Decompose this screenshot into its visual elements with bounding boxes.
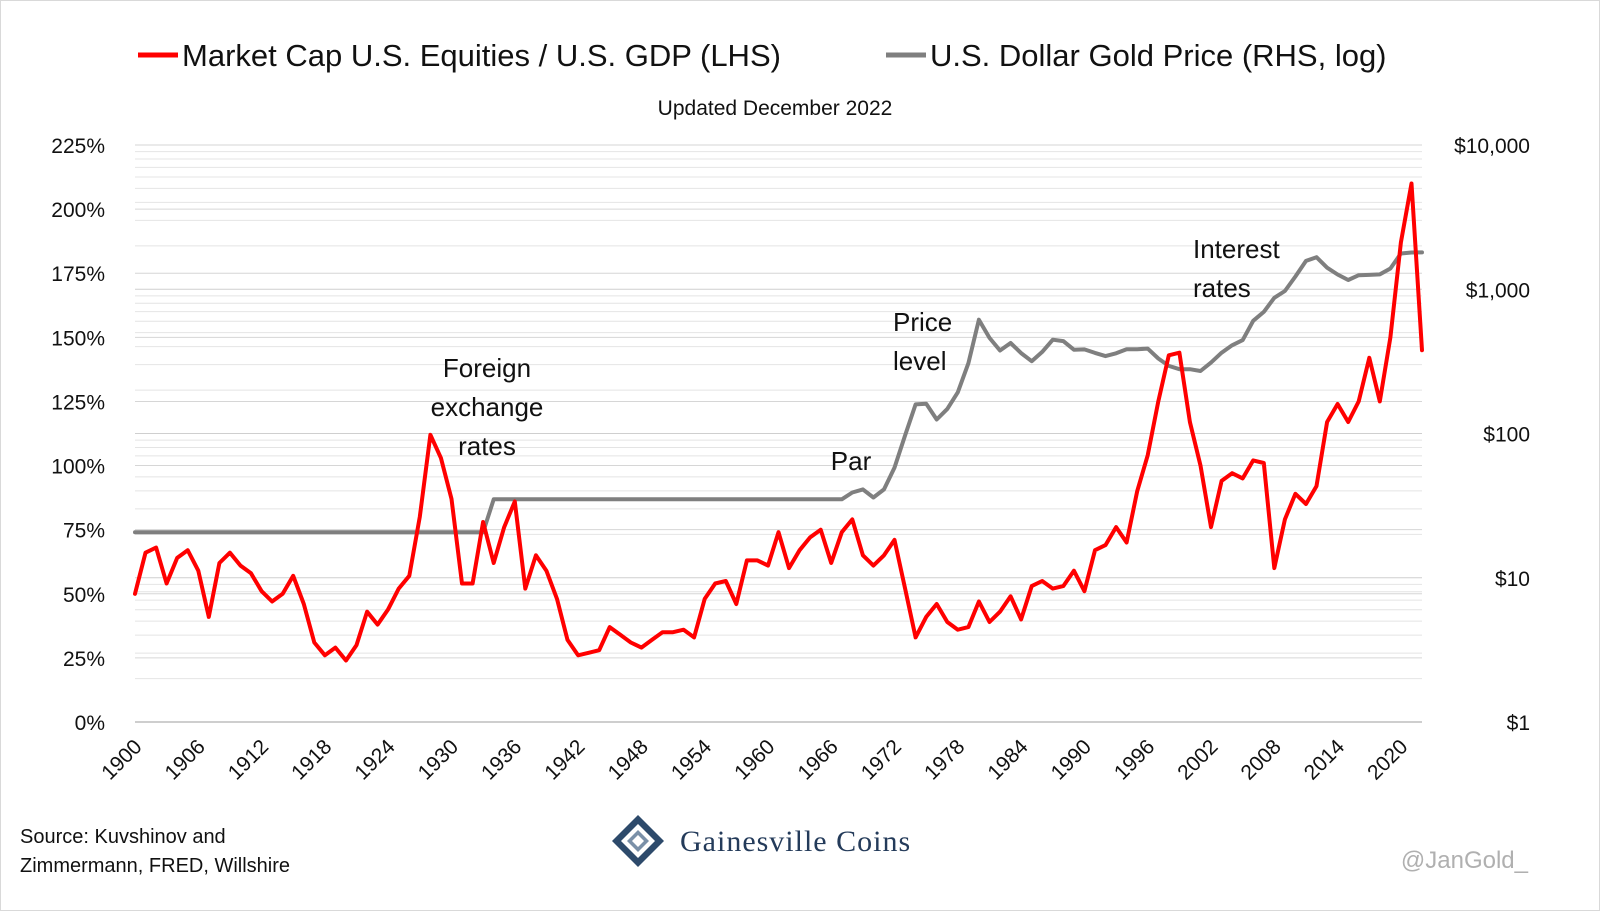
left-tick-label: 225% bbox=[51, 135, 105, 158]
annotation-foreign-exchange-rates: Foreign exchange rates bbox=[431, 353, 544, 461]
right-tick-label: $10,000 bbox=[1454, 135, 1530, 158]
x-tick-label: 1996 bbox=[1110, 735, 1159, 784]
series-line-equities-to-gdp bbox=[133, 181, 1424, 663]
left-tick-label: 150% bbox=[51, 327, 105, 350]
x-tick-label: 1918 bbox=[287, 735, 336, 784]
x-tick-label: 1984 bbox=[983, 735, 1033, 785]
x-tick-label: 1936 bbox=[477, 735, 526, 784]
x-tick-label: 1948 bbox=[604, 735, 653, 784]
x-tick-label: 1972 bbox=[857, 735, 906, 784]
annotation-line: exchange bbox=[431, 392, 544, 422]
source-line-1: Source: Kuvshinov and bbox=[20, 826, 226, 848]
x-tick-label: 1978 bbox=[920, 735, 969, 784]
x-axis: 1900 1906 1912 1918 1924 1930 1936 1942 1948 1954… bbox=[97, 735, 1412, 785]
annotation-line: Par bbox=[831, 446, 872, 476]
left-tick-label: 100% bbox=[51, 456, 105, 479]
legend-label-equities: Market Cap U.S. Equities / U.S. GDP (LHS… bbox=[182, 38, 781, 73]
annotation-line: Foreign bbox=[443, 353, 531, 383]
x-tick-label: 1906 bbox=[161, 735, 210, 784]
left-tick-label: 75% bbox=[63, 520, 105, 543]
x-tick-label: 2008 bbox=[1237, 735, 1286, 784]
series-line-gold-price bbox=[133, 250, 1424, 535]
author-handle: @JanGold_ bbox=[1401, 847, 1529, 874]
gridlines bbox=[135, 144, 1422, 723]
x-tick-label: 1924 bbox=[350, 735, 400, 785]
x-tick-label: 1942 bbox=[540, 735, 589, 784]
left-tick-label: 0% bbox=[75, 712, 105, 735]
legend-label-gold: U.S. Dollar Gold Price (RHS, log) bbox=[930, 38, 1387, 73]
right-axis: $1 $10 $100 $1,000 $10,000 bbox=[1454, 135, 1530, 735]
left-axis: 0% 25% 50% 75% 100% 125% 150% 175% 200% 225% bbox=[51, 135, 105, 735]
annotation-line: rates bbox=[458, 431, 516, 461]
left-tick-label: 25% bbox=[63, 648, 105, 671]
x-tick-label: 1930 bbox=[414, 735, 463, 784]
annotation-line: Interest bbox=[1193, 234, 1280, 264]
x-tick-label: 1990 bbox=[1047, 735, 1096, 784]
source-line-2: Zimmermann, FRED, Willshire bbox=[20, 855, 290, 877]
annotation-line: level bbox=[893, 346, 946, 376]
annotation-interest-rates: Interest rates bbox=[1193, 234, 1280, 303]
left-tick-label: 50% bbox=[63, 584, 105, 607]
right-tick-label: $1 bbox=[1507, 712, 1530, 735]
plot-area bbox=[133, 181, 1424, 663]
x-tick-label: 2020 bbox=[1363, 735, 1412, 784]
x-tick-label: 1966 bbox=[793, 735, 842, 784]
right-tick-label: $100 bbox=[1483, 424, 1530, 447]
x-tick-label: 1900 bbox=[97, 735, 146, 784]
legend: Market Cap U.S. Equities / U.S. GDP (LHS… bbox=[138, 38, 1387, 73]
annotation-price-level: Price level bbox=[893, 307, 952, 376]
x-tick-label: 1912 bbox=[224, 735, 273, 784]
x-tick-label: 2002 bbox=[1173, 735, 1222, 784]
left-tick-label: 175% bbox=[51, 263, 105, 286]
x-tick-label: 1954 bbox=[667, 735, 717, 785]
x-tick-label: 1960 bbox=[730, 735, 779, 784]
left-tick-label: 200% bbox=[51, 199, 105, 222]
right-tick-label: $1,000 bbox=[1466, 279, 1530, 302]
brand-name: Gainesville Coins bbox=[680, 825, 911, 858]
brand-logo-icon bbox=[612, 815, 664, 867]
chart-subtitle: Updated December 2022 bbox=[658, 97, 893, 120]
x-tick-label: 2014 bbox=[1300, 735, 1350, 785]
annotation-line: Price bbox=[893, 307, 952, 337]
annotation-line: rates bbox=[1193, 273, 1251, 303]
right-tick-label: $10 bbox=[1495, 568, 1530, 591]
annotations: Foreign exchange rates Par Price level Interes… bbox=[431, 234, 1281, 476]
annotation-par: Par bbox=[831, 446, 872, 476]
left-tick-label: 125% bbox=[51, 391, 105, 414]
